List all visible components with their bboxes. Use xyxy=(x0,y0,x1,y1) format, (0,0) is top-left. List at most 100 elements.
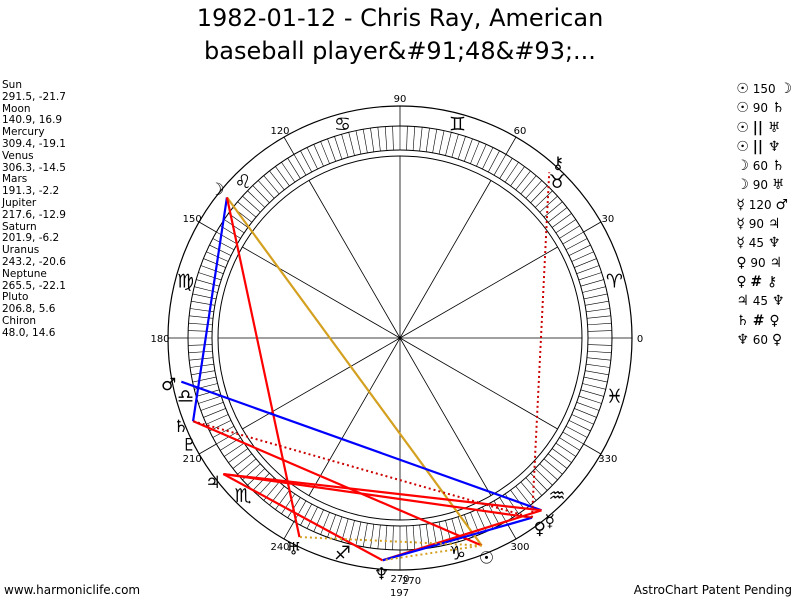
aspect-row: ☉ || ♆ xyxy=(736,138,792,157)
degree-tick xyxy=(232,453,253,469)
aspect-line xyxy=(223,472,533,519)
planet-name-jupiter: Jupiter xyxy=(2,196,37,209)
degree-tick xyxy=(189,357,214,361)
sign-boundary xyxy=(505,136,517,155)
degree-tick xyxy=(406,126,408,151)
aspect-angle: 120 xyxy=(748,197,776,212)
degree-tick xyxy=(576,265,600,274)
degree-tick xyxy=(275,489,290,510)
aspect-row: ♀ 90 ♃ xyxy=(736,254,792,273)
planet-name-mars: Mars xyxy=(2,173,28,186)
planet-position-chiron: 48.0, 14.6 xyxy=(2,326,56,339)
taurus-icon: ♉ xyxy=(548,171,565,193)
degree-tick xyxy=(216,231,238,245)
planet-name-neptune: Neptune xyxy=(2,267,47,280)
sign-boundary xyxy=(583,443,602,455)
degree-tick xyxy=(543,201,563,218)
degree-tick xyxy=(551,448,572,463)
degree-tick xyxy=(384,525,388,550)
degree-tick xyxy=(583,376,608,383)
spoke-line xyxy=(308,180,401,339)
degree-tick xyxy=(571,251,594,262)
degree-tick xyxy=(580,279,604,287)
degree-tick xyxy=(384,126,388,151)
libra-icon: ♎ xyxy=(177,385,194,407)
aspect-line xyxy=(223,472,542,512)
venus-icon: ♀ xyxy=(771,331,783,348)
degree-tick xyxy=(269,170,285,191)
aspect-angle: 45 xyxy=(752,294,772,309)
jupiter-icon: ♃ xyxy=(205,473,220,493)
sign-boundary xyxy=(283,521,295,540)
aspect-row: ☿ 45 ♆ xyxy=(736,234,792,253)
declination-line xyxy=(382,544,482,562)
degree-tick xyxy=(209,244,232,256)
uranus-icon: ♅ xyxy=(286,540,301,560)
aspect-row: ♀ # ⚷ xyxy=(736,273,792,292)
spoke-line xyxy=(308,337,401,496)
degree-tick xyxy=(252,473,270,491)
degree-tick xyxy=(562,231,584,245)
aspect-line xyxy=(192,197,229,422)
neptune-icon: ♆ xyxy=(736,331,749,348)
gemini-icon: ♊ xyxy=(449,114,466,136)
degree-tick xyxy=(582,286,606,293)
planet-position-mercury: 309.4, -19.1 xyxy=(2,137,66,150)
degree-tick xyxy=(551,213,572,228)
degree-label: 240 xyxy=(270,542,289,553)
aspect-line xyxy=(222,473,384,562)
degree-tick xyxy=(547,207,568,223)
planet-name-uranus: Uranus xyxy=(2,244,40,257)
degree-tick xyxy=(543,458,563,475)
degree-tick xyxy=(559,437,580,451)
degree-tick xyxy=(535,468,553,486)
degree-tick xyxy=(362,523,368,547)
degree-tick xyxy=(470,141,480,164)
planet-position-sun: 291.5, -21.7 xyxy=(2,90,66,103)
degree-tick xyxy=(530,185,548,203)
sagittarius-icon: ♐ xyxy=(334,542,351,564)
jupiter-icon: ♃ xyxy=(769,254,783,271)
degree-tick xyxy=(306,147,318,170)
aspect-row: ☉ || ♅ xyxy=(736,119,792,138)
degree-tick xyxy=(510,489,525,510)
aspect-angle: 45 xyxy=(748,236,768,251)
degree-label: 180 xyxy=(150,334,169,345)
uranus-icon: ♅ xyxy=(771,177,785,194)
mars-icon: ♂ xyxy=(775,196,789,213)
planet-name-pluto: Pluto xyxy=(2,291,29,304)
planet-position-uranus: 243.2, -20.6 xyxy=(2,255,66,268)
aspect-list: ☉ 150 ☽ ☉ 90 ♄ ☉ || ♅ ☉ || ♆ ☽ 60 ♄ ☽ 90 ♅ ☿ 1… xyxy=(736,80,792,350)
degree-tick xyxy=(257,180,275,199)
degree-tick xyxy=(362,129,368,153)
degree-tick xyxy=(206,414,229,425)
neptune-icon: ♆ xyxy=(374,564,389,584)
aspect-line xyxy=(382,516,533,562)
degree-tick xyxy=(578,272,602,281)
degree-tick xyxy=(269,485,285,506)
degree-tick xyxy=(419,127,423,152)
degree-tick xyxy=(525,180,543,199)
degree-tick xyxy=(320,512,330,535)
aspect-angle: 90 xyxy=(752,101,772,116)
planet-position-mars: 191.3, -2.2 xyxy=(2,185,60,198)
sun-icon: ☉ xyxy=(736,81,749,97)
footer-credit: AstroChart Patent Pending xyxy=(633,583,792,597)
degree-tick xyxy=(275,166,290,187)
aspect-row: ☽ 90 ♅ xyxy=(736,176,792,195)
degree-tick xyxy=(587,344,612,346)
degree-tick xyxy=(200,402,224,411)
degree-tick xyxy=(212,238,235,251)
degree-tick xyxy=(237,201,257,218)
degree-label: 270 xyxy=(390,574,409,585)
degree-tick xyxy=(457,516,466,540)
degree-tick xyxy=(392,126,394,151)
aspect-angle: 150 xyxy=(752,82,780,96)
chiron-icon: ⚷ xyxy=(552,154,564,174)
degree-tick xyxy=(228,448,249,463)
aspect-angle: 90 xyxy=(752,178,772,193)
degree-tick xyxy=(419,524,423,549)
declination-line xyxy=(299,536,482,547)
degree-tick xyxy=(587,330,612,332)
